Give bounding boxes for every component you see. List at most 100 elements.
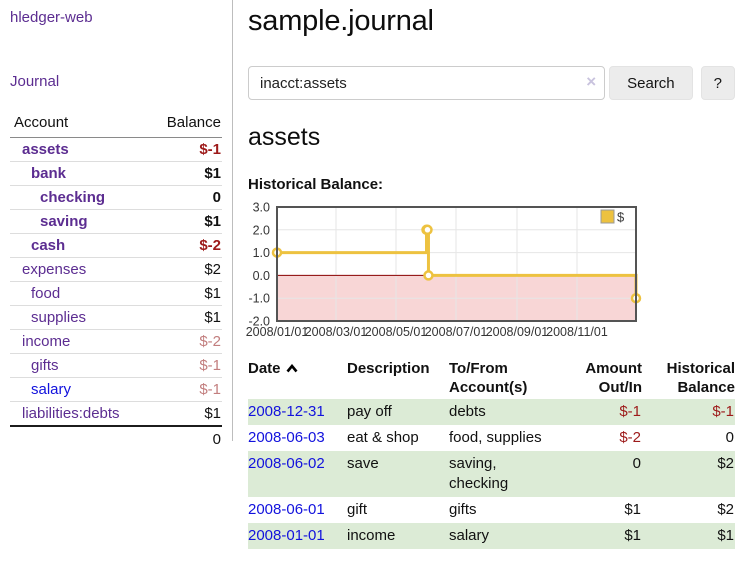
transaction-amount: 0 bbox=[632, 455, 641, 472]
data-point-marker bbox=[422, 224, 433, 236]
x-axis-tick-label: 2008/03/01 bbox=[305, 325, 368, 339]
register-header-balance: Historical Balance bbox=[666, 360, 735, 396]
accounts-total-value: 0 bbox=[10, 425, 222, 451]
help-button[interactable]: ? bbox=[700, 66, 735, 100]
account-balance: $-1 bbox=[150, 377, 222, 402]
legend-label: $ bbox=[617, 210, 625, 225]
account-balance: $2 bbox=[150, 257, 222, 282]
register-header-description: Description bbox=[347, 360, 430, 377]
sidebar-item-journal[interactable]: Journal bbox=[10, 73, 60, 90]
account-balance: 0 bbox=[150, 185, 222, 210]
transaction-accounts: salary bbox=[449, 527, 490, 544]
sidebar-account-link-saving[interactable]: saving bbox=[40, 213, 88, 230]
account-row: expenses $2 bbox=[10, 257, 222, 282]
transaction-description: income bbox=[347, 527, 396, 544]
accounts-table-body: assets $-1 bank $1 checking 0 saving $1 cash $-2 e… bbox=[10, 137, 222, 427]
register-header-date[interactable]: Date bbox=[248, 357, 347, 399]
transaction-amount: $-1 bbox=[619, 403, 641, 420]
account-row: food $1 bbox=[10, 281, 222, 306]
y-axis-tick-label: -2.0 bbox=[248, 315, 270, 329]
transaction-date-link[interactable]: 2008-06-01 bbox=[248, 501, 325, 518]
transaction-description: pay off bbox=[347, 403, 392, 420]
account-balance: $-2 bbox=[150, 329, 222, 354]
accounts-total-row: 0 bbox=[10, 425, 222, 451]
search-bar: × Search ? bbox=[248, 66, 735, 100]
x-axis-tick-label: 2008/07/01 bbox=[425, 325, 488, 339]
y-axis-tick-label: 0.0 bbox=[253, 269, 270, 283]
transaction-accounts: food, supplies bbox=[449, 429, 542, 446]
transaction-date-link[interactable]: 2008-06-02 bbox=[248, 455, 325, 472]
x-axis-tick-label: 2008/09/01 bbox=[486, 325, 549, 339]
register-table-body: 2008-12-31 pay off debts $-1 $-1 2008-06-03 ea… bbox=[248, 399, 735, 549]
transaction-balance: 0 bbox=[725, 429, 734, 446]
search-button[interactable]: Search bbox=[609, 66, 693, 100]
data-point-marker bbox=[423, 270, 434, 281]
sidebar-account-link-gifts[interactable]: gifts bbox=[31, 357, 59, 374]
register-header-row: Date Description To/From Account(s) Amou… bbox=[248, 357, 735, 399]
x-axis-tick-label: 2008/01/01 bbox=[246, 325, 309, 339]
transaction-description: gift bbox=[347, 501, 368, 518]
sidebar-account-link-assets[interactable]: assets bbox=[22, 141, 69, 158]
account-heading: assets bbox=[248, 123, 321, 151]
transaction-balance: $2 bbox=[717, 501, 734, 518]
transaction-balance: $-1 bbox=[712, 403, 734, 420]
sidebar-account-link-cash[interactable]: cash bbox=[31, 237, 66, 254]
register-row: 2008-06-01 gift gifts $1 $2 bbox=[248, 497, 735, 523]
y-axis-tick-label: 3.0 bbox=[253, 201, 270, 215]
account-row: checking 0 bbox=[10, 185, 222, 210]
sidebar-account-link-expenses[interactable]: expenses bbox=[22, 261, 87, 278]
register-header-date-label: Date bbox=[248, 360, 281, 377]
transaction-description: save bbox=[347, 455, 379, 472]
sidebar-account-link-checking[interactable]: checking bbox=[40, 189, 106, 206]
sidebar-account-link-supplies[interactable]: supplies bbox=[31, 309, 87, 326]
account-balance: $-1 bbox=[150, 137, 222, 162]
accounts-header-balance: Balance bbox=[150, 112, 222, 138]
sidebar-account-link-bank[interactable]: bank bbox=[31, 165, 67, 182]
transaction-date-link[interactable]: 2008-06-03 bbox=[248, 429, 325, 446]
search-input[interactable] bbox=[248, 66, 606, 100]
account-row: gifts $-1 bbox=[10, 353, 222, 378]
y-axis-tick-label: 1.0 bbox=[253, 246, 270, 260]
account-balance: $1 bbox=[150, 401, 222, 427]
sidebar-account-link-salary[interactable]: salary bbox=[31, 381, 72, 398]
clear-search-icon[interactable]: × bbox=[586, 72, 597, 91]
transaction-amount: $1 bbox=[624, 527, 641, 544]
app-brand-link[interactable]: hledger-web bbox=[10, 9, 93, 26]
account-row: income $-2 bbox=[10, 329, 222, 354]
transaction-balance: $2 bbox=[717, 455, 734, 472]
transaction-date-link[interactable]: 2008-01-01 bbox=[248, 527, 325, 544]
register-header-accounts: To/From Account(s) bbox=[449, 360, 528, 396]
account-balance: $-2 bbox=[150, 233, 222, 258]
account-row: supplies $1 bbox=[10, 305, 222, 330]
sort-ascending-icon bbox=[286, 359, 298, 378]
register-row: 2008-06-02 save saving, checking 0 $2 bbox=[248, 451, 735, 497]
legend-swatch bbox=[600, 209, 615, 224]
main-content: sample.journal × Search ? assets Histori… bbox=[246, 0, 735, 549]
account-balance: $-1 bbox=[150, 353, 222, 378]
transaction-amount: $1 bbox=[624, 501, 641, 518]
account-row: saving $1 bbox=[10, 209, 222, 234]
chart-border bbox=[276, 206, 637, 322]
sidebar-account-link-food[interactable]: food bbox=[31, 285, 61, 302]
x-axis-tick-label: 2008/05/01 bbox=[365, 325, 428, 339]
page-title: sample.journal bbox=[248, 5, 434, 37]
register-table: Date Description To/From Account(s) Amou… bbox=[248, 357, 735, 549]
chart-heading: Historical Balance: bbox=[248, 176, 384, 193]
y-axis-tick-label: -1.0 bbox=[248, 292, 270, 306]
y-axis-tick-label: 2.0 bbox=[253, 223, 270, 237]
sidebar-account-link-liabilities-debts[interactable]: liabilities:debts bbox=[22, 405, 120, 422]
transaction-date-link[interactable]: 2008-12-31 bbox=[248, 403, 325, 420]
historical-balance-chart: 3.0 2.0 1.0 0.0 -1.0 -2.02008/01/012008/03/01… bbox=[246, 201, 642, 339]
account-balance: $1 bbox=[150, 305, 222, 330]
accounts-table-header: Account Balance bbox=[10, 112, 222, 138]
account-row: assets $-1 bbox=[10, 137, 222, 162]
sidebar-account-link-income[interactable]: income bbox=[22, 333, 71, 350]
transaction-accounts: saving, checking bbox=[449, 455, 509, 492]
register-header-amount: Amount Out/In bbox=[585, 360, 642, 396]
account-row: bank $1 bbox=[10, 161, 222, 186]
transaction-accounts: gifts bbox=[449, 501, 477, 518]
account-balance: $1 bbox=[150, 161, 222, 186]
accounts-header-account: Account bbox=[10, 112, 151, 138]
transaction-amount: $-2 bbox=[619, 429, 641, 446]
account-row: cash $-2 bbox=[10, 233, 222, 258]
